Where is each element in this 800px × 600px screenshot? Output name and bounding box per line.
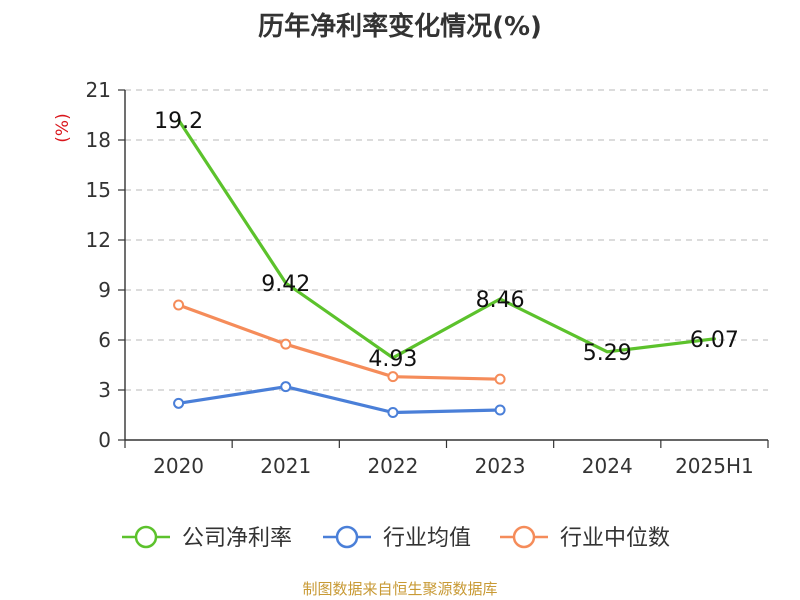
y-tick-label-3: 3 — [98, 378, 111, 402]
x-tick-label-2025H1: 2025H1 — [675, 454, 754, 478]
series-line-0 — [176, 118, 717, 360]
y-tick-label-12: 12 — [86, 228, 111, 252]
data-label-0-1: 9.42 — [261, 272, 310, 297]
data-label-0-5: 6.07 — [690, 328, 739, 353]
chart-title: 历年净利率变化情况(%) — [258, 12, 542, 42]
axes — [118, 89, 769, 448]
x-tick-label-2024: 2024 — [582, 454, 633, 478]
data-label-0-3: 8.46 — [476, 288, 525, 313]
data-point-1-3 — [494, 404, 506, 416]
legend-swatch-marker-1 — [335, 525, 359, 549]
series-points — [173, 299, 506, 418]
y-tick-label-0: 0 — [98, 428, 111, 452]
y-tick-label-15: 15 — [86, 178, 111, 202]
series-line-1 — [176, 385, 502, 415]
series-line-2 — [176, 303, 502, 381]
data-point-2-2 — [387, 371, 399, 383]
source-note: 制图数据来自恒生聚源数据库 — [302, 580, 498, 598]
legend-label-2: 行业中位数 — [560, 526, 670, 551]
y-tick-label-18: 18 — [86, 128, 111, 152]
legend-label-0: 公司净利率 — [182, 526, 292, 551]
y-tick-labels: 0 3 6 9 12 15 18 21 — [86, 78, 111, 452]
legend-swatch-marker-2 — [512, 525, 536, 549]
series-lines — [176, 118, 717, 415]
y-tick-label-9: 9 — [98, 278, 111, 302]
y-tick-label-21: 21 — [86, 78, 111, 102]
data-point-1-1 — [280, 381, 292, 393]
data-point-1-0 — [173, 397, 185, 409]
data-label-0-4: 5.29 — [583, 341, 632, 366]
legend-label-1: 行业均值 — [383, 526, 471, 551]
legend-item-0: 公司净利率 — [122, 525, 292, 551]
data-label-0-0: 19.2 — [154, 109, 203, 134]
data-labels: 19.2 9.42 4.93 8.46 5.29 6.07 — [154, 109, 739, 372]
x-tick-label-2020: 2020 — [153, 454, 204, 478]
x-tick-labels: 2020 2021 2022 2023 2024 2025H1 — [153, 454, 754, 478]
y-tick-label-6: 6 — [98, 328, 111, 352]
data-point-2-1 — [280, 338, 292, 350]
data-point-2-0 — [173, 299, 185, 311]
x-tick-label-2022: 2022 — [367, 454, 418, 478]
x-tick-label-2023: 2023 — [475, 454, 526, 478]
grid-lines — [125, 89, 768, 391]
legend-swatch-marker-0 — [134, 525, 158, 549]
legend-item-1: 行业均值 — [323, 525, 471, 551]
legend-item-2: 行业中位数 — [500, 525, 670, 551]
x-tick-label-2021: 2021 — [260, 454, 311, 478]
data-label-0-2: 4.93 — [368, 347, 417, 372]
y-axis-label: (%) — [53, 113, 73, 142]
data-point-1-2 — [387, 407, 399, 418]
legend: 公司净利率 行业均值 行业中位数 — [122, 525, 670, 551]
data-point-2-3 — [494, 373, 506, 385]
